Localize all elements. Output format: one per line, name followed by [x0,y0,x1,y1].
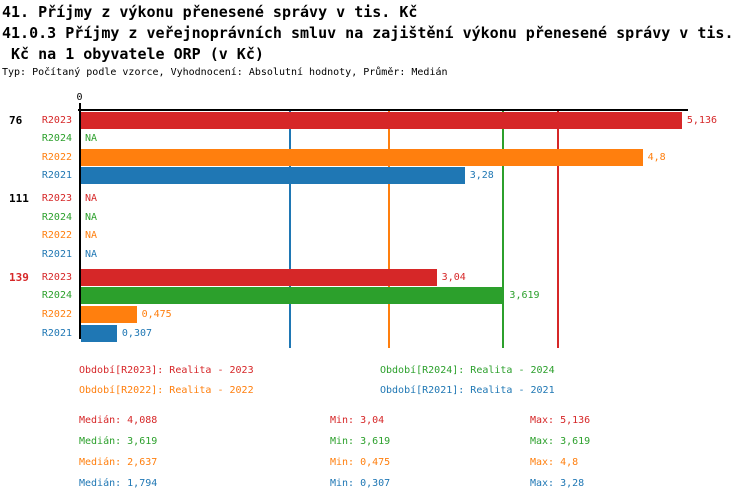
chart-title-line3: Kč na 1 obyvatele ORP (v Kč) [2,45,264,63]
stat-median-R2022: Medián: 2,637 [79,457,158,468]
bar-value-label: 0,475 [141,308,172,320]
bar-R2024 [81,287,505,305]
stat-min-R2022: Min: 0,475 [330,457,391,468]
group-label: 139 [9,270,29,284]
bar-R2022 [81,148,643,166]
series-label: R2022 [41,151,72,163]
stat-max-R2021: Max: 3,28 [530,478,585,489]
bar-R2023 [81,111,682,129]
bar-value-label: 3,04 [441,271,466,283]
legend-item-R2022: Období[R2022]: Realita - 2022 [79,385,254,396]
na-label: NA [85,133,98,145]
bar-value-label: 0,307 [121,327,153,339]
series-label: R2022 [41,308,72,320]
series-label: R2024 [41,211,72,223]
na-label: NA [85,193,98,205]
series-label: R2021 [41,248,72,260]
series-label: R2023 [41,114,72,126]
series-label: R2023 [41,193,72,205]
stat-min-R2023: Min: 3,04 [330,415,385,426]
chart-subtitle: Typ: Počítaný podle vzorce, Vyhodnocení:… [2,67,448,78]
series-label: R2022 [41,230,72,242]
median-gridline-R2021 [288,111,291,348]
group-label: 76 [9,113,23,127]
series-label: R2024 [41,133,72,145]
na-label: NA [85,211,98,223]
bar-value-label: 4,8 [647,151,666,163]
stat-min-R2021: Min: 0,307 [330,478,391,489]
na-label: NA [85,230,98,242]
bar-R2021 [81,324,117,342]
chart-title-line1: 41. Příjmy z výkonu přenesené správy v t… [2,3,418,21]
value-axis-line [78,109,688,111]
chart-title-line2: 41.0.3 Příjmy z veřejnoprávních smluv na… [2,24,734,42]
legend-item-R2023: Období[R2023]: Realita - 2023 [79,365,254,376]
stat-max-R2024: Max: 3,619 [530,436,591,447]
legend-item-R2021: Období[R2021]: Realita - 2021 [380,385,555,396]
stat-max-R2022: Max: 4,8 [530,457,579,468]
bar-value-label: 5,136 [686,114,718,126]
na-label: NA [85,248,98,260]
median-gridline-R2024 [502,111,505,348]
series-label: R2023 [41,271,72,283]
category-axis-line [78,109,81,339]
bar-value-label: 3,28 [469,170,494,182]
series-label: R2021 [41,327,72,339]
median-gridline-R2023 [557,111,560,348]
zero-tick-label: 0 [76,92,83,103]
stat-median-R2023: Medián: 4,088 [79,415,158,426]
legend-item-R2024: Období[R2024]: Realita - 2024 [380,365,555,376]
group-label: 111 [9,192,29,206]
bar-R2022 [81,305,137,323]
bar-value-label: 3,619 [509,290,540,302]
bar-R2021 [81,167,465,185]
median-gridline-R2022 [387,111,390,348]
series-label: R2021 [41,170,72,182]
zero-tick [79,103,81,109]
stat-min-R2024: Min: 3,619 [330,436,391,447]
stat-median-R2024: Medián: 3,619 [79,436,158,447]
stat-max-R2023: Max: 5,136 [530,415,591,426]
bar-R2023 [81,268,437,286]
stat-median-R2021: Medián: 1,794 [79,478,158,489]
series-label: R2024 [41,290,72,302]
